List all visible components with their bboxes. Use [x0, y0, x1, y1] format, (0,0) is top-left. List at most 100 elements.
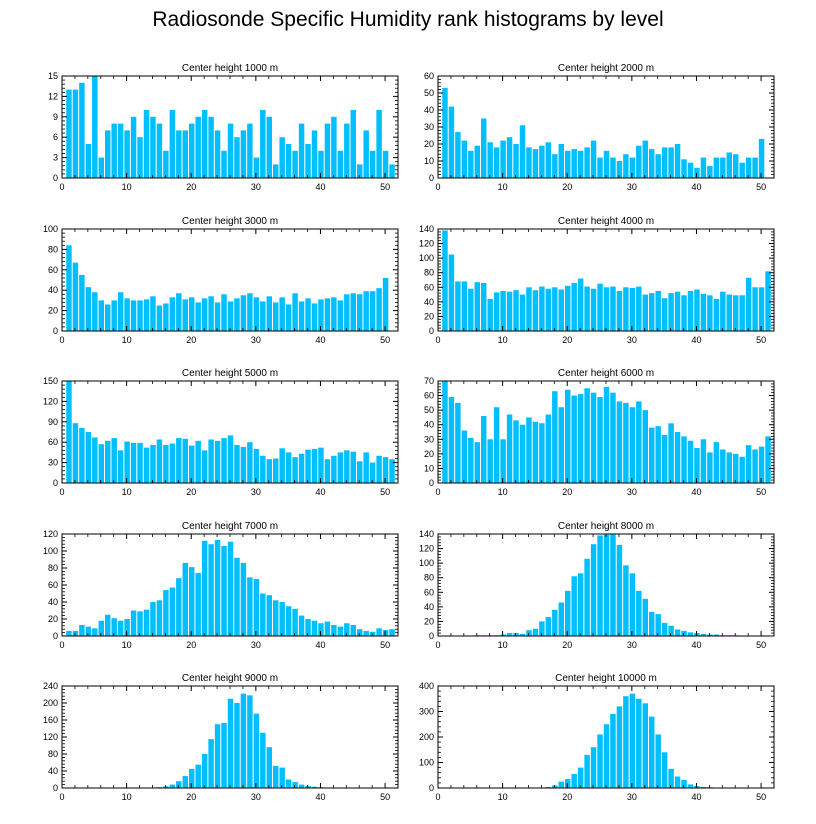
bar — [629, 288, 636, 331]
bar — [687, 162, 694, 178]
bar — [655, 154, 661, 178]
y-tick-label: 0 — [429, 326, 434, 336]
bar — [105, 440, 111, 483]
bar — [590, 288, 597, 331]
x-tick-label: 0 — [435, 487, 440, 497]
bar — [253, 713, 260, 789]
x-tick-label: 50 — [380, 792, 390, 802]
y-tick-label: 60 — [424, 587, 434, 597]
x-tick-label: 0 — [435, 792, 440, 802]
bar — [661, 298, 668, 331]
bar — [700, 786, 707, 788]
bar — [389, 459, 395, 483]
chart-panel-3: Center height 3000 m 0 20 40 60 80 100 0 10 20 30 4… — [43, 216, 399, 345]
bar — [713, 634, 720, 636]
bar — [389, 164, 395, 178]
bar — [240, 693, 247, 788]
bar — [442, 87, 448, 178]
bar — [285, 452, 292, 483]
bar — [285, 144, 292, 178]
bar — [455, 402, 461, 483]
bar — [221, 545, 227, 636]
y-tick-label: 50 — [424, 88, 434, 98]
bar — [363, 130, 369, 178]
bar — [448, 106, 455, 178]
x-tick-label: 20 — [186, 335, 196, 345]
bar — [765, 271, 771, 331]
bar — [707, 166, 713, 178]
bar — [337, 150, 344, 178]
bar — [376, 455, 382, 483]
bar — [318, 623, 324, 636]
y-tick-label: 20 — [48, 306, 58, 316]
y-tick-label: 0 — [429, 173, 434, 183]
bar — [636, 145, 642, 178]
bar — [739, 162, 745, 178]
bar — [227, 541, 234, 636]
x-tick-label: 20 — [186, 792, 196, 802]
bar — [752, 157, 758, 178]
bar — [72, 630, 79, 636]
y-tick-label: 120 — [43, 732, 58, 742]
x-tick-label: 30 — [627, 640, 637, 650]
bar — [668, 768, 674, 789]
bar — [687, 290, 694, 331]
bar — [221, 438, 227, 483]
bar — [156, 305, 163, 331]
y-tick-label: 40 — [48, 597, 58, 607]
y-tick-label: 60 — [48, 437, 58, 447]
y-tick-label: 240 — [43, 681, 58, 691]
bar — [455, 132, 461, 178]
bar — [577, 767, 584, 788]
y-tick-label: 80 — [48, 244, 58, 254]
bar — [66, 245, 72, 331]
y-tick-label: 70 — [424, 376, 434, 386]
bar — [208, 544, 214, 636]
bar — [758, 138, 765, 178]
bar — [623, 402, 629, 483]
bar — [642, 294, 648, 331]
bar — [111, 438, 117, 483]
bar — [182, 299, 188, 331]
x-tick-label: 40 — [691, 182, 701, 192]
bar — [506, 633, 513, 636]
bar — [590, 544, 597, 636]
y-tick-label: 100 — [43, 224, 58, 234]
bar — [369, 462, 376, 483]
bar — [227, 698, 234, 788]
bar — [642, 410, 648, 483]
y-tick-label: 0 — [53, 478, 58, 488]
bar — [344, 623, 350, 636]
bar — [571, 773, 577, 788]
bar — [221, 150, 227, 178]
bar — [273, 302, 279, 331]
bar — [526, 417, 532, 483]
bar — [603, 386, 610, 483]
bar — [85, 144, 92, 178]
panel-title: Center height 3000 m — [182, 216, 278, 227]
bar — [98, 300, 104, 331]
y-tick-label: 40 — [48, 285, 58, 295]
bar — [253, 157, 260, 178]
y-tick-label: 9 — [53, 112, 58, 122]
bar — [382, 457, 389, 483]
bar — [111, 618, 117, 636]
y-tick-label: 80 — [48, 563, 58, 573]
panel-title: Center height 2000 m — [558, 63, 654, 74]
bar — [318, 299, 324, 331]
bar — [519, 424, 526, 483]
bar — [642, 140, 648, 178]
y-tick-label: 20 — [48, 614, 58, 624]
chart-panel-4: Center height 4000 m 0 20 40 60 80 100 120 140 0 1… — [419, 216, 775, 345]
bar — [376, 110, 382, 178]
bar — [629, 157, 636, 178]
y-tick-label: 80 — [48, 749, 58, 759]
bar — [474, 282, 480, 331]
bar — [182, 130, 188, 178]
bar — [468, 288, 474, 331]
bar — [292, 293, 298, 331]
bar — [105, 304, 111, 331]
bar — [318, 150, 324, 178]
bar — [616, 290, 623, 331]
x-tick-label: 0 — [59, 640, 64, 650]
